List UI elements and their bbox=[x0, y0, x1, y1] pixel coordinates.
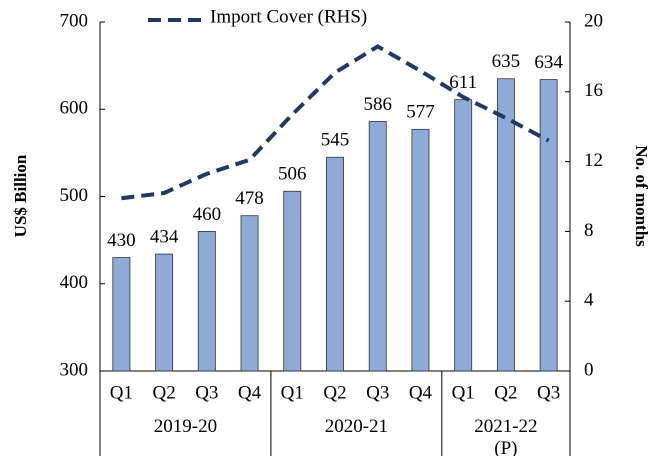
group-label: 2020-21 bbox=[325, 416, 388, 437]
x-tick-label: Q1 bbox=[110, 382, 133, 403]
x-tick-label: Q1 bbox=[281, 382, 304, 403]
group-label: 2021-22 (P) bbox=[474, 416, 537, 456]
bar bbox=[240, 215, 259, 372]
legend-label: Import Cover (RHS) bbox=[210, 6, 367, 27]
group-label-line: 2019-20 bbox=[154, 416, 217, 437]
x-tick-label: Q2 bbox=[494, 382, 517, 403]
data-label: 586 bbox=[363, 94, 392, 115]
x-tick-label: Q3 bbox=[195, 382, 218, 403]
bar bbox=[368, 121, 387, 372]
x-tick-label: Q3 bbox=[366, 382, 389, 403]
bar bbox=[155, 253, 174, 372]
data-label: 460 bbox=[193, 204, 222, 225]
data-label: 506 bbox=[278, 164, 307, 185]
bar bbox=[454, 99, 473, 372]
bar bbox=[411, 128, 430, 372]
data-label: 577 bbox=[406, 102, 435, 123]
x-tick-label: Q2 bbox=[323, 382, 346, 403]
y2-tick-label: 0 bbox=[584, 359, 594, 380]
bar bbox=[283, 190, 302, 372]
y2-tick-label: 16 bbox=[584, 80, 603, 101]
x-tick-label: Q4 bbox=[238, 382, 262, 403]
group-label-line: 2021-22 bbox=[474, 416, 537, 437]
y-tick-label: 500 bbox=[60, 185, 89, 206]
y2-tick-label: 20 bbox=[584, 10, 603, 31]
data-label: 434 bbox=[150, 226, 179, 247]
data-label: 478 bbox=[235, 188, 264, 209]
x-tick-label: Q3 bbox=[537, 382, 560, 403]
line bbox=[121, 44, 550, 201]
group-label-line: 2020-21 bbox=[325, 416, 388, 437]
y-axis-label: US$ Billion bbox=[11, 154, 30, 237]
data-label: 635 bbox=[492, 51, 521, 72]
x-tick-label: Q2 bbox=[152, 382, 175, 403]
bar bbox=[496, 78, 515, 372]
data-label: 545 bbox=[321, 130, 350, 151]
y2-tick-label: 12 bbox=[584, 150, 603, 171]
y2-tick-label: 4 bbox=[584, 290, 594, 311]
data-label: 430 bbox=[107, 230, 136, 251]
y2-axis-label: No. of months bbox=[632, 145, 651, 247]
y-tick-label: 700 bbox=[60, 10, 89, 31]
x-tick-label: Q4 bbox=[409, 382, 433, 403]
group-label-line: (P) bbox=[494, 438, 517, 456]
group-label: 2019-20 bbox=[154, 416, 217, 437]
x-tick-label: Q1 bbox=[452, 382, 475, 403]
bar bbox=[539, 79, 558, 372]
data-label: 634 bbox=[534, 52, 563, 73]
bar bbox=[197, 230, 216, 372]
y2-tick-label: 8 bbox=[584, 220, 594, 241]
y-tick-label: 300 bbox=[60, 359, 89, 380]
y-tick-label: 400 bbox=[60, 272, 89, 293]
y-tick-label: 600 bbox=[60, 98, 89, 119]
data-label: 611 bbox=[449, 72, 477, 93]
bar bbox=[112, 257, 131, 372]
bar bbox=[326, 156, 344, 372]
